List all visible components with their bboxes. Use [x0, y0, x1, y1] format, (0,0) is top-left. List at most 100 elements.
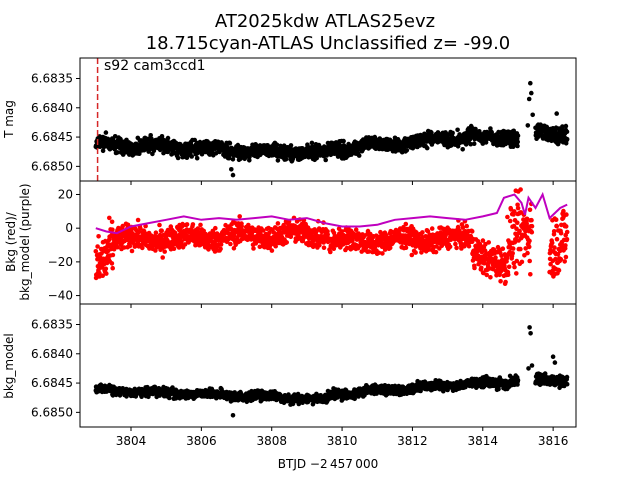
data-point	[339, 229, 345, 234]
data-point	[561, 208, 566, 214]
data-point	[503, 279, 508, 285]
data-point	[453, 241, 458, 247]
y-tick-label: 0	[65, 221, 73, 235]
data-point	[429, 130, 434, 135]
data-point	[228, 241, 233, 247]
data-point	[97, 270, 102, 276]
data-point	[275, 221, 281, 226]
data-point	[115, 244, 120, 250]
data-point	[413, 250, 418, 255]
data-point	[328, 249, 333, 255]
panel-model-points	[93, 325, 570, 418]
data-point	[104, 271, 109, 276]
data-point	[523, 246, 528, 251]
data-point	[213, 225, 218, 231]
outlier-point	[526, 96, 532, 102]
data-point	[485, 264, 491, 270]
data-point	[429, 226, 435, 231]
data-point	[558, 230, 564, 236]
data-point	[165, 135, 171, 141]
data-point	[190, 222, 196, 227]
y-tick-label: 6.6850	[31, 159, 73, 173]
data-point	[352, 396, 358, 402]
data-point	[527, 258, 532, 264]
data-point	[125, 222, 131, 228]
data-point	[508, 207, 514, 212]
data-point	[380, 251, 385, 256]
data-point	[433, 249, 439, 255]
data-point	[341, 138, 346, 144]
data-point	[179, 239, 184, 244]
data-point	[563, 123, 569, 129]
data-point	[325, 232, 331, 237]
data-point	[100, 273, 105, 279]
data-point	[527, 238, 532, 244]
data-point	[403, 221, 409, 227]
data-point	[455, 127, 460, 133]
y-tick-label: 20	[58, 187, 73, 201]
data-point	[409, 252, 415, 258]
data-point	[184, 222, 190, 227]
data-point	[472, 265, 477, 271]
data-point	[96, 234, 101, 239]
data-point	[551, 229, 557, 234]
data-point	[273, 243, 279, 249]
data-point	[192, 137, 197, 143]
data-point	[500, 246, 506, 251]
data-point	[109, 261, 115, 266]
panel3-y-label: bkg_model	[2, 333, 16, 399]
data-point	[353, 227, 359, 233]
data-point	[242, 156, 247, 162]
data-point	[527, 207, 533, 213]
data-point	[231, 246, 237, 251]
data-point	[526, 244, 532, 250]
data-point	[529, 217, 534, 223]
data-point	[167, 395, 172, 401]
data-point	[529, 229, 535, 235]
data-point	[109, 219, 115, 225]
outlier-point	[230, 172, 236, 178]
data-point	[529, 223, 535, 229]
data-point	[515, 139, 520, 145]
data-point	[393, 149, 399, 154]
outlier-point	[525, 123, 531, 128]
data-point	[479, 265, 484, 271]
data-point	[510, 251, 515, 256]
data-point	[140, 245, 145, 251]
data-point	[424, 145, 430, 151]
data-point	[206, 247, 211, 252]
data-point	[557, 248, 563, 254]
data-point	[136, 229, 142, 235]
data-point	[454, 245, 459, 251]
data-point	[153, 230, 159, 235]
data-point	[135, 217, 141, 223]
panel-bkg: 200−20−40	[48, 180, 577, 308]
data-point	[505, 272, 511, 278]
data-point	[120, 223, 125, 229]
panel1-y-label: T mag	[2, 100, 16, 139]
data-point	[555, 251, 561, 257]
outlier-point	[554, 111, 559, 116]
bkg-model-line	[95, 191, 568, 235]
data-point	[554, 223, 560, 229]
data-point	[455, 144, 461, 149]
data-point	[376, 250, 382, 256]
data-point	[189, 154, 194, 159]
data-point	[505, 214, 510, 220]
sector-annotation: s92 cam3ccd1	[104, 58, 206, 74]
data-point	[160, 255, 165, 260]
data-point	[110, 227, 115, 232]
data-point	[460, 147, 466, 152]
data-point	[553, 217, 559, 222]
data-point	[515, 220, 520, 225]
data-point	[366, 249, 372, 254]
outlier-point	[528, 80, 533, 86]
chart-title-line1: AT2025kdw ATLAS25evz	[215, 11, 435, 32]
data-point	[323, 157, 329, 163]
data-point	[218, 246, 223, 252]
data-point	[517, 228, 522, 234]
data-point	[227, 141, 233, 146]
data-point	[514, 258, 520, 264]
